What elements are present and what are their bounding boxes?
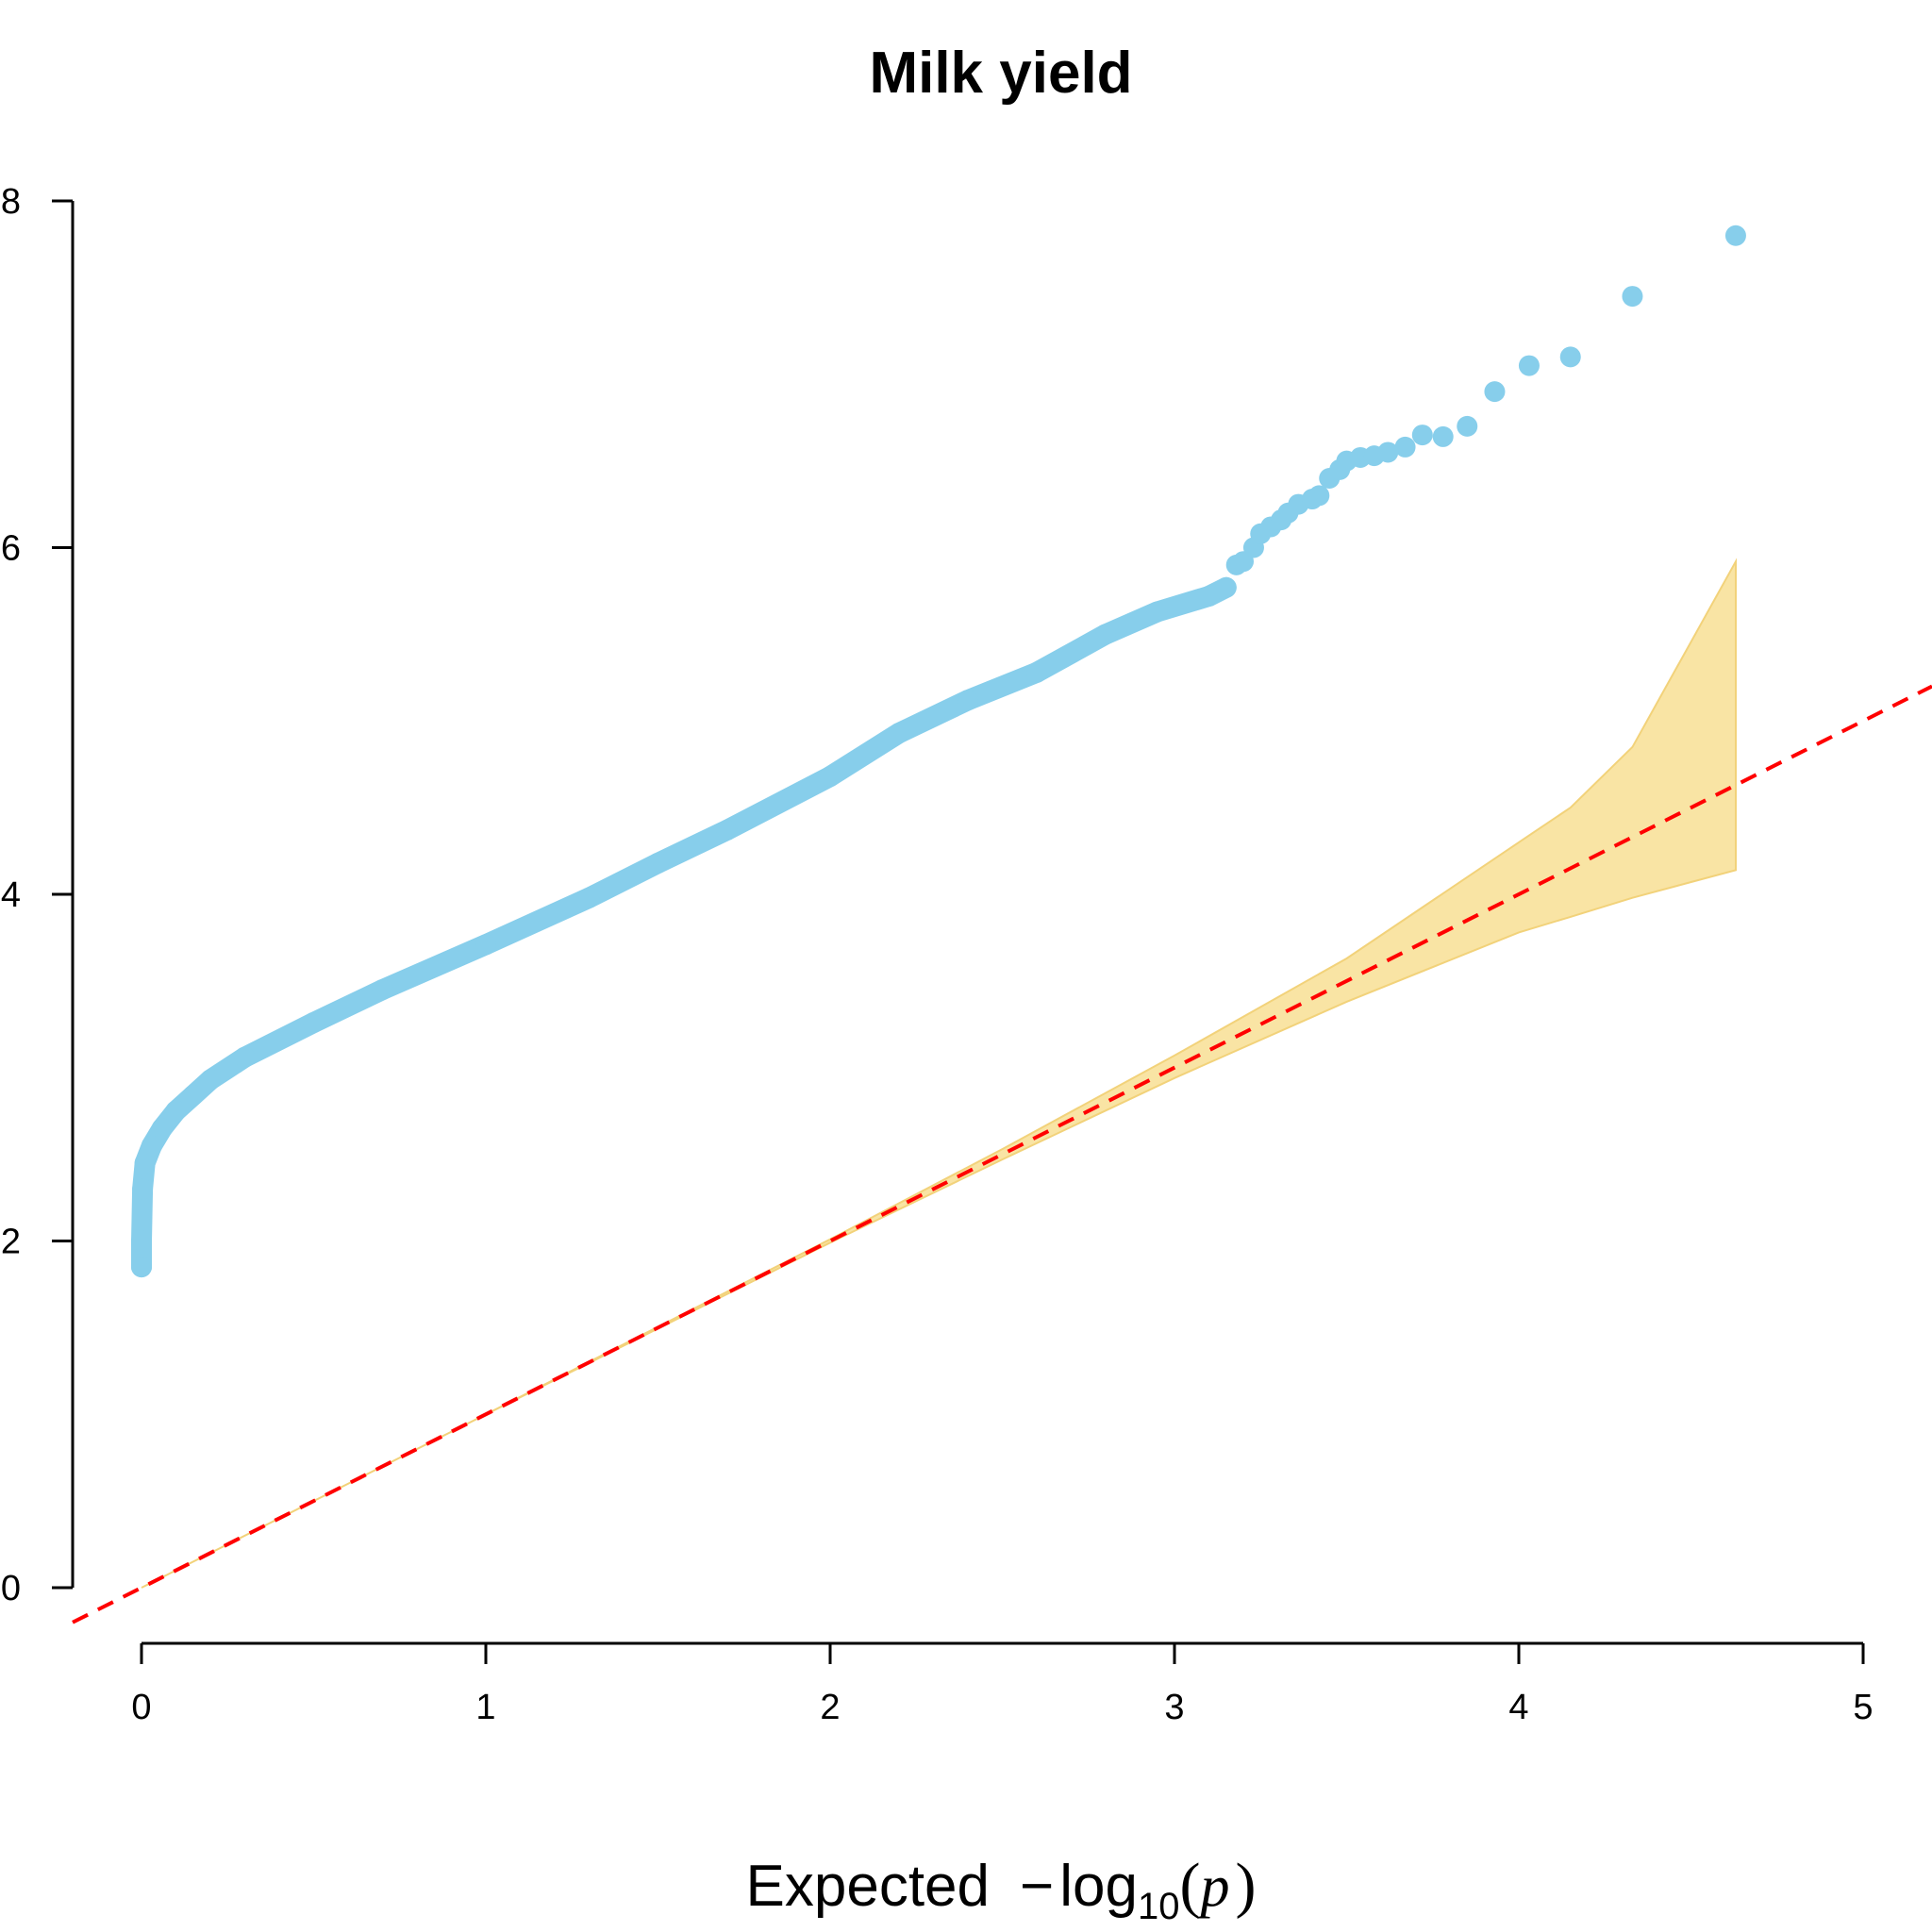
curve-point bbox=[131, 1230, 152, 1252]
curve-point bbox=[372, 979, 393, 1001]
data-point bbox=[1518, 355, 1540, 376]
curve-point bbox=[578, 887, 600, 908]
x-tick-label: 1 bbox=[475, 1688, 495, 1727]
curve-point bbox=[165, 1100, 187, 1122]
data-point bbox=[1724, 225, 1746, 246]
data-point bbox=[1484, 381, 1506, 403]
curve-point bbox=[200, 1069, 221, 1091]
curve-point bbox=[647, 852, 669, 874]
data-point bbox=[1432, 425, 1454, 447]
curve-point bbox=[234, 1046, 256, 1068]
chart-title: Milk yield bbox=[869, 41, 1132, 106]
curve-point bbox=[303, 1011, 325, 1033]
curve-point bbox=[132, 1178, 154, 1200]
x-axis-label-open: ( bbox=[1180, 1851, 1201, 1920]
data-point bbox=[1457, 415, 1478, 437]
x-tick-label: 0 bbox=[131, 1688, 151, 1727]
reference-line bbox=[72, 684, 1932, 1624]
y-tick-label: 6 bbox=[1, 529, 21, 569]
data-point bbox=[1377, 441, 1399, 463]
curve-point bbox=[1198, 585, 1220, 607]
data-point bbox=[1308, 485, 1330, 507]
x-tick-label: 3 bbox=[1164, 1688, 1184, 1727]
y-tick-label: 0 bbox=[1, 1569, 21, 1608]
curve-point bbox=[151, 1118, 173, 1140]
x-axis-label-minus: − bbox=[1020, 1854, 1054, 1919]
axes: 0 2 4 6 8 0 1 2 3 4 5 bbox=[1, 182, 1874, 1727]
data-point bbox=[1394, 436, 1416, 458]
curve-point bbox=[131, 1257, 152, 1278]
curve-point bbox=[134, 1152, 156, 1174]
x-axis-label-var: p bbox=[1196, 1855, 1229, 1919]
curve-point bbox=[889, 723, 909, 744]
curve-point bbox=[1026, 661, 1047, 683]
x-axis-label-log: log bbox=[1059, 1854, 1138, 1919]
y-tick-label: 4 bbox=[1, 875, 21, 915]
x-tick-label: 5 bbox=[1853, 1688, 1873, 1727]
confidence-band bbox=[141, 558, 1737, 1589]
data-point bbox=[1622, 286, 1643, 308]
observed-curve bbox=[131, 576, 1237, 1278]
x-tick-label: 2 bbox=[820, 1688, 840, 1727]
x-axis-label-prefix: Expected bbox=[746, 1854, 991, 1919]
curve-point bbox=[716, 820, 738, 841]
x-axis-label: Expected −log10(p) bbox=[746, 1851, 1257, 1927]
x-axis-label-base: 10 bbox=[1138, 1886, 1180, 1927]
x-axis-label-close: ) bbox=[1235, 1851, 1256, 1920]
data-point bbox=[1559, 346, 1581, 368]
curve-point bbox=[1215, 576, 1237, 598]
curve-point bbox=[182, 1085, 204, 1107]
curve-point bbox=[1095, 624, 1116, 645]
plot-area bbox=[72, 225, 1932, 1624]
data-point bbox=[1411, 425, 1433, 446]
curve-point bbox=[1146, 601, 1168, 623]
curve-point bbox=[141, 1135, 162, 1157]
curve-point bbox=[820, 766, 841, 788]
y-tick-label: 8 bbox=[1, 182, 21, 222]
x-tick-label: 4 bbox=[1508, 1688, 1528, 1727]
curve-point bbox=[475, 934, 496, 956]
y-tick-label: 2 bbox=[1, 1223, 21, 1262]
curve-point bbox=[958, 690, 978, 711]
